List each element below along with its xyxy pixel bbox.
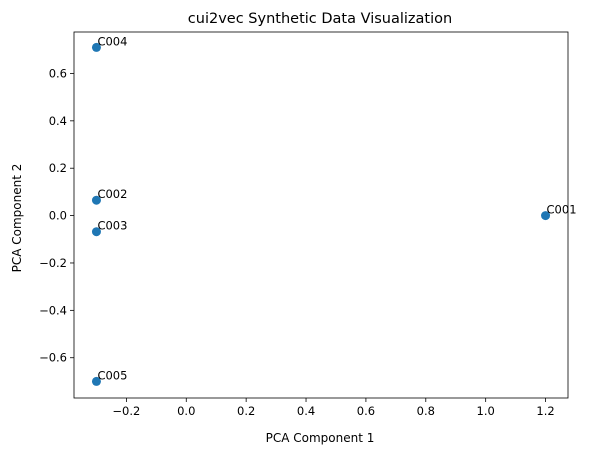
x-tick-label: 1.2	[536, 404, 554, 418]
point-label-c001: C001	[547, 203, 577, 217]
data-point-c002	[91, 195, 101, 205]
chart-title: cui2vec Synthetic Data Visualization	[188, 11, 452, 27]
x-tick-label: 0.2	[237, 404, 255, 418]
y-tick-label: 0.2	[49, 161, 67, 175]
data-points: C001 C002 C003 C004 C005	[91, 34, 577, 386]
x-tick-label: −0.2	[112, 404, 140, 418]
x-axis: −0.2 0.0 0.2 0.4 0.6 0.8 1.0 1.2	[112, 398, 555, 418]
data-point-c003	[91, 227, 101, 237]
y-tick-label: −0.2	[39, 256, 67, 270]
data-point-c004	[91, 42, 101, 52]
plot-area	[73, 31, 569, 399]
x-tick-label: 0.0	[177, 404, 195, 418]
point-label-c004: C004	[97, 34, 127, 48]
x-tick-label: 0.4	[297, 404, 315, 418]
y-tick-label: −0.6	[39, 351, 67, 365]
y-tick-label: 0.4	[49, 114, 67, 128]
point-label-c003: C003	[97, 219, 127, 233]
y-tick-label: 0.0	[49, 209, 67, 223]
point-label-c002: C002	[97, 187, 127, 201]
y-axis-label: PCA Component 2	[10, 164, 24, 273]
data-point-c001	[541, 211, 551, 221]
plot-frame	[73, 31, 569, 399]
y-tick-label: −0.4	[39, 303, 67, 317]
y-tick-label: 0.6	[49, 66, 67, 80]
x-tick-label: 0.6	[357, 404, 375, 418]
point-label-c005: C005	[97, 368, 127, 382]
data-point-c005	[91, 376, 101, 386]
x-tick-label: 0.8	[417, 404, 435, 418]
x-tick-label: 1.0	[477, 404, 495, 418]
x-axis-label: PCA Component 1	[266, 431, 375, 445]
y-axis: −0.6 −0.4 −0.2 0.0 0.2 0.4 0.6	[39, 66, 74, 365]
